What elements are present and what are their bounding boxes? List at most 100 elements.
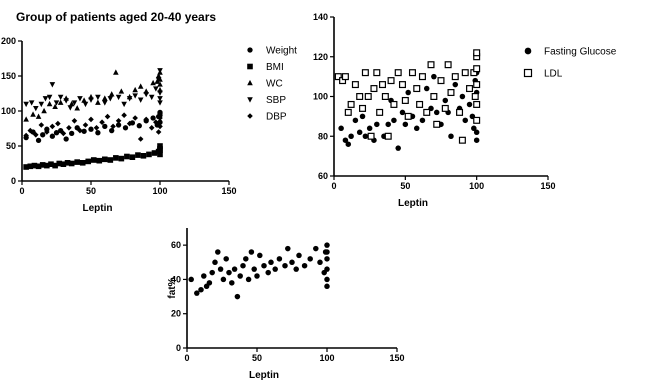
data-point xyxy=(364,92,372,100)
data-point xyxy=(155,129,162,135)
data-point xyxy=(423,108,431,116)
data-point xyxy=(458,136,466,144)
data-point xyxy=(338,125,344,132)
data-point xyxy=(35,163,42,170)
data-point xyxy=(79,160,86,166)
data-point xyxy=(28,100,35,106)
y-tick-label: 0 xyxy=(11,176,16,186)
data-point xyxy=(345,141,352,147)
legend-label: BMI xyxy=(266,62,284,73)
data-point xyxy=(46,94,53,101)
legend-label: Weight xyxy=(266,46,297,57)
data-point xyxy=(473,81,481,89)
data-point xyxy=(324,276,330,283)
x-tick-label: 100 xyxy=(319,353,334,363)
data-point xyxy=(401,96,409,104)
data-point xyxy=(441,104,449,112)
series-dbp xyxy=(23,111,163,142)
data-point xyxy=(81,128,87,134)
data-point xyxy=(433,120,441,128)
data-point xyxy=(419,117,426,124)
data-point xyxy=(198,286,204,293)
data-point xyxy=(398,81,406,89)
data-point xyxy=(361,69,369,77)
series-ldl xyxy=(334,49,481,144)
data-point xyxy=(90,157,97,163)
data-point xyxy=(379,81,387,89)
data-point xyxy=(49,82,56,88)
y-tick-label: 60 xyxy=(171,240,181,250)
data-point xyxy=(399,109,406,116)
data-point xyxy=(88,116,94,123)
data-point xyxy=(473,129,480,136)
data-point xyxy=(118,155,125,162)
y-axis-label: fat% xyxy=(167,277,178,298)
data-point xyxy=(437,77,445,85)
data-point xyxy=(157,68,163,74)
data-point xyxy=(132,115,138,121)
data-point xyxy=(55,120,61,127)
legend-marker xyxy=(523,68,533,78)
data-point xyxy=(39,162,46,168)
data-point xyxy=(234,293,241,300)
data-point xyxy=(126,120,133,127)
data-point xyxy=(108,91,115,97)
data-point xyxy=(137,83,144,89)
x-tick-label: 0 xyxy=(331,181,336,191)
data-point xyxy=(157,143,163,149)
data-point xyxy=(102,100,108,106)
data-point xyxy=(254,273,260,279)
y-tick-label: 120 xyxy=(313,52,328,62)
data-point xyxy=(473,100,481,108)
data-point xyxy=(102,156,108,163)
data-point xyxy=(57,99,64,105)
data-point xyxy=(153,86,159,92)
data-point xyxy=(113,155,119,161)
data-point xyxy=(49,123,56,130)
data-point xyxy=(71,100,78,106)
data-point xyxy=(356,129,363,136)
data-point xyxy=(52,162,58,169)
data-point xyxy=(348,133,354,140)
data-point xyxy=(456,108,464,116)
data-point xyxy=(341,73,349,81)
data-point xyxy=(56,160,63,167)
data-point xyxy=(143,116,149,123)
series-bmi xyxy=(23,143,163,170)
data-point xyxy=(229,280,235,286)
data-point xyxy=(442,97,449,104)
data-point xyxy=(27,127,34,134)
data-point xyxy=(157,123,163,130)
data-point xyxy=(413,125,420,132)
x-tick-label: 50 xyxy=(252,353,262,363)
data-point xyxy=(352,117,359,124)
data-point xyxy=(334,73,342,81)
data-point xyxy=(35,113,42,119)
data-point xyxy=(313,245,319,252)
data-point xyxy=(324,256,330,262)
legend-marker xyxy=(247,97,253,103)
data-point xyxy=(471,125,477,132)
data-point xyxy=(132,93,138,99)
data-point xyxy=(23,101,29,108)
data-point xyxy=(40,132,46,138)
data-point xyxy=(60,161,67,167)
x-tick-label: 150 xyxy=(389,353,404,363)
data-point xyxy=(88,97,94,103)
data-point xyxy=(102,95,108,101)
data-point xyxy=(153,119,159,125)
data-point xyxy=(373,69,381,77)
data-point xyxy=(301,262,308,269)
data-point xyxy=(96,157,103,164)
data-point xyxy=(57,94,64,101)
data-point xyxy=(245,276,252,283)
x-axis-label: Leptin xyxy=(249,370,279,381)
data-point xyxy=(374,121,380,128)
data-point xyxy=(146,151,152,158)
data-point xyxy=(124,153,130,160)
legend-label: LDL xyxy=(544,69,563,80)
data-point xyxy=(231,266,238,272)
data-point xyxy=(418,73,426,81)
data-point xyxy=(370,85,378,93)
data-point xyxy=(121,101,127,108)
